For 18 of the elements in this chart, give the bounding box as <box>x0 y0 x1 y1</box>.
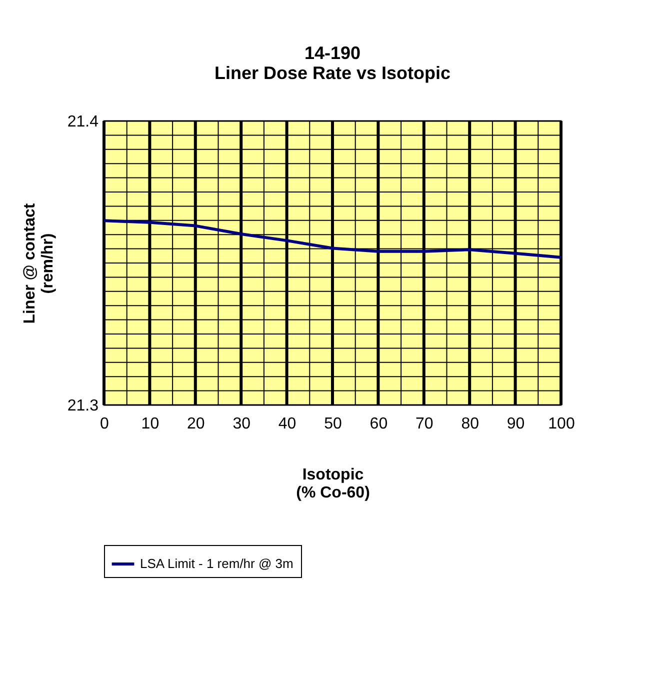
x-tick-label: 10 <box>141 416 160 432</box>
x-tick-label: 100 <box>548 416 575 432</box>
x-tick-label: 50 <box>324 416 342 432</box>
x-tick-label: 0 <box>100 416 110 432</box>
line-series <box>102 219 562 259</box>
x-tick-label: 90 <box>506 416 525 432</box>
x-tick-label: 40 <box>278 416 296 432</box>
x-tick-label: 30 <box>232 416 251 432</box>
y-tick-label: 21.3 <box>67 398 99 414</box>
x-tick-label: 80 <box>461 416 480 432</box>
x-tick-label: 20 <box>187 416 205 432</box>
x-tick-label: 70 <box>416 416 434 432</box>
x-axis-title: Isotopic (% Co-60) <box>296 466 370 502</box>
chart-title: 14-190 Liner Dose Rate vs Isotopic <box>214 43 451 83</box>
x-tick-label: 60 <box>370 416 388 432</box>
y-tick-label: 21.4 <box>67 114 99 130</box>
legend-label: LSA Limit - 1 rem/hr @ 3m <box>140 556 294 571</box>
y-axis-title: Liner @ contact (rem/hr) <box>21 202 56 324</box>
